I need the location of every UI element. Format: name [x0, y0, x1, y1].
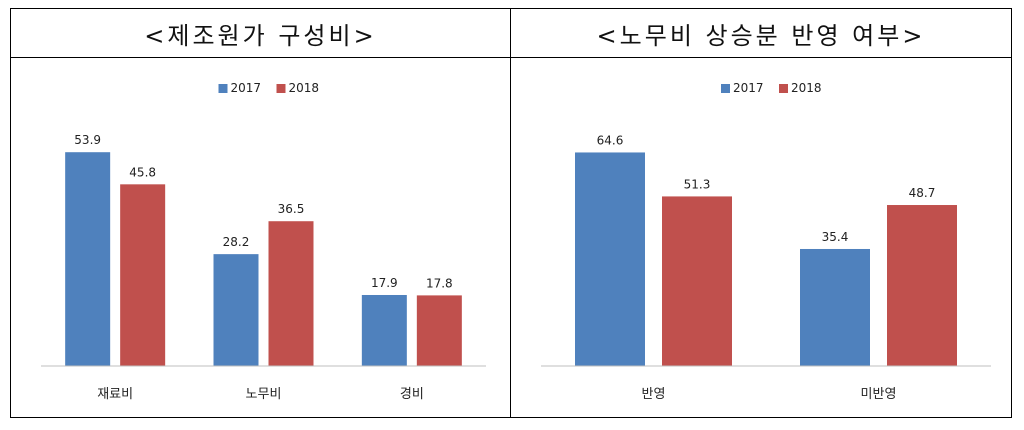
data-label: 35.4 [822, 230, 849, 244]
legend-swatch-2017 [721, 84, 730, 93]
data-label: 64.6 [597, 133, 624, 147]
bar-2018-노무비 [268, 221, 314, 366]
cost-structure-title: <제조원가 구성비> [11, 9, 510, 58]
bar-2017-미반영 [800, 248, 870, 366]
data-label: 51.3 [684, 177, 711, 191]
legend-swatch-2018 [276, 84, 286, 93]
labor-increase-title: <노무비 상승분 반영 여부> [511, 9, 1011, 58]
cost-structure-panel: <제조원가 구성비> 2017 2018 53.9 45.8 재료비 28.2 36.5 노무… [11, 9, 511, 417]
data-label: 17.8 [426, 276, 453, 290]
bar-2018-경비 [416, 295, 462, 366]
data-label: 36.5 [278, 202, 305, 216]
category-label: 재료비 [97, 387, 133, 402]
legend: 2017 2018 [218, 81, 320, 95]
bar-2018-재료비 [120, 184, 166, 366]
labor-increase-chart: 2017 2018 64.6 51.3 반영 35.4 48.7 미반영 [541, 81, 991, 402]
bar-2017-노무비 [213, 254, 259, 366]
legend-label-2017: 2017 [733, 81, 764, 95]
bar-2017-재료비 [65, 152, 111, 366]
legend-label-2017: 2017 [231, 81, 262, 95]
data-label: 53.9 [74, 133, 101, 147]
bar-2018-반영 [662, 196, 732, 366]
data-label: 45.8 [129, 165, 156, 179]
legend: 2017 2018 [721, 81, 822, 95]
labor-increase-panel: <노무비 상승분 반영 여부> 2017 2018 64.6 51.3 반영 35.4 48… [511, 9, 1011, 417]
cost-structure-chart: 2017 2018 53.9 45.8 재료비 28.2 36.5 노무비 17.9 17.8 경비 [41, 81, 486, 402]
category-label: 미반영 [861, 387, 897, 402]
bar-2017-경비 [361, 294, 407, 366]
bar-2017-반영 [575, 152, 645, 366]
legend-swatch-2017 [218, 84, 228, 93]
category-label: 반영 [642, 387, 666, 402]
legend-swatch-2018 [779, 84, 788, 93]
legend-label-2018: 2018 [791, 81, 822, 95]
charts-frame: <제조원가 구성비> 2017 2018 53.9 45.8 재료비 28.2 36.5 노무… [10, 8, 1012, 418]
category-label: 노무비 [246, 387, 282, 402]
legend-label-2018: 2018 [289, 81, 320, 95]
bar-2018-미반영 [887, 205, 957, 366]
data-label: 17.9 [371, 276, 398, 290]
data-label: 48.7 [909, 186, 936, 200]
category-label: 경비 [400, 387, 424, 402]
data-label: 28.2 [223, 235, 250, 249]
